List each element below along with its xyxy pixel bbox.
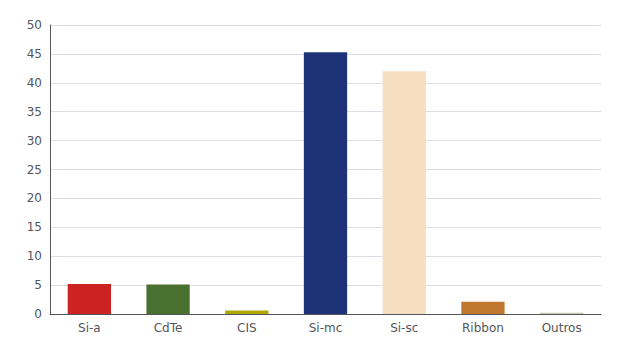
svg-text:45: 45 [27, 47, 42, 61]
svg-text:50: 50 [27, 18, 42, 32]
svg-text:0: 0 [34, 307, 42, 321]
svg-text:Ribbon: Ribbon [462, 321, 504, 335]
svg-text:Outros: Outros [542, 321, 582, 335]
svg-text:Si-mc: Si-mc [309, 321, 343, 335]
svg-text:40: 40 [27, 76, 42, 90]
svg-text:5: 5 [34, 278, 42, 292]
svg-text:CdTe: CdTe [154, 321, 183, 335]
svg-text:25: 25 [27, 163, 42, 177]
svg-text:Si-a: Si-a [78, 321, 101, 335]
svg-text:20: 20 [27, 191, 42, 205]
svg-text:30: 30 [27, 134, 42, 148]
svg-text:CIS: CIS [237, 321, 257, 335]
svg-text:Si-sc: Si-sc [390, 321, 418, 335]
svg-text:35: 35 [27, 105, 42, 119]
svg-text:15: 15 [27, 220, 42, 234]
svg-text:10: 10 [27, 249, 42, 263]
